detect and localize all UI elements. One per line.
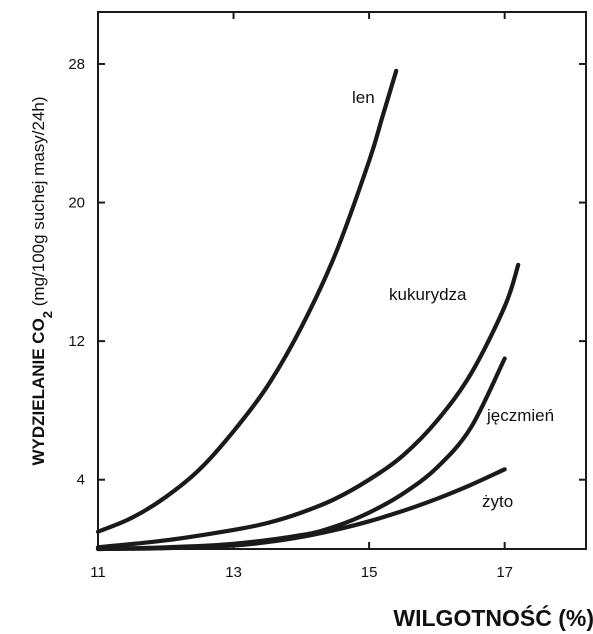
y-tick-label-4: 4 bbox=[77, 472, 85, 489]
axis-ticks bbox=[97, 12, 586, 549]
plot-frame bbox=[97, 11, 587, 550]
y-axis-title-subscript: 2 bbox=[40, 311, 55, 318]
series-label-jeczmien: jęczmień bbox=[486, 406, 554, 425]
y-axis-title-unit: (mg/100g suchej masy/24h) bbox=[29, 96, 48, 311]
data-curves bbox=[95, 68, 521, 552]
series-labels: len kukurydza jęczmień żyto bbox=[352, 88, 554, 511]
curve-kukurydza bbox=[95, 262, 521, 550]
y-tick-label-20: 20 bbox=[68, 195, 85, 212]
y-tick-label-28: 28 bbox=[68, 56, 85, 73]
axis-tick-labels: 11 13 15 17 4 12 20 28 bbox=[68, 56, 513, 581]
x-axis-title: WILGOTNOŚĆ (%) bbox=[393, 604, 593, 631]
curve-jeczmien bbox=[95, 356, 507, 552]
curve-len bbox=[95, 68, 399, 534]
series-label-zyto: żyto bbox=[482, 492, 513, 511]
x-tick-label-17: 17 bbox=[496, 564, 513, 581]
curve-zyto bbox=[95, 467, 507, 552]
x-tick-label-15: 15 bbox=[361, 564, 378, 581]
x-tick-label-11: 11 bbox=[90, 564, 106, 581]
y-axis-title-main: WYDZIELANIE CO bbox=[29, 318, 48, 465]
x-tick-label-13: 13 bbox=[225, 564, 242, 581]
series-label-kukurydza: kukurydza bbox=[389, 285, 467, 304]
y-tick-label-12: 12 bbox=[68, 333, 85, 350]
series-label-len: len bbox=[352, 88, 375, 107]
y-axis-title: WYDZIELANIE CO2 (mg/100g suchej masy/24h… bbox=[29, 96, 55, 465]
